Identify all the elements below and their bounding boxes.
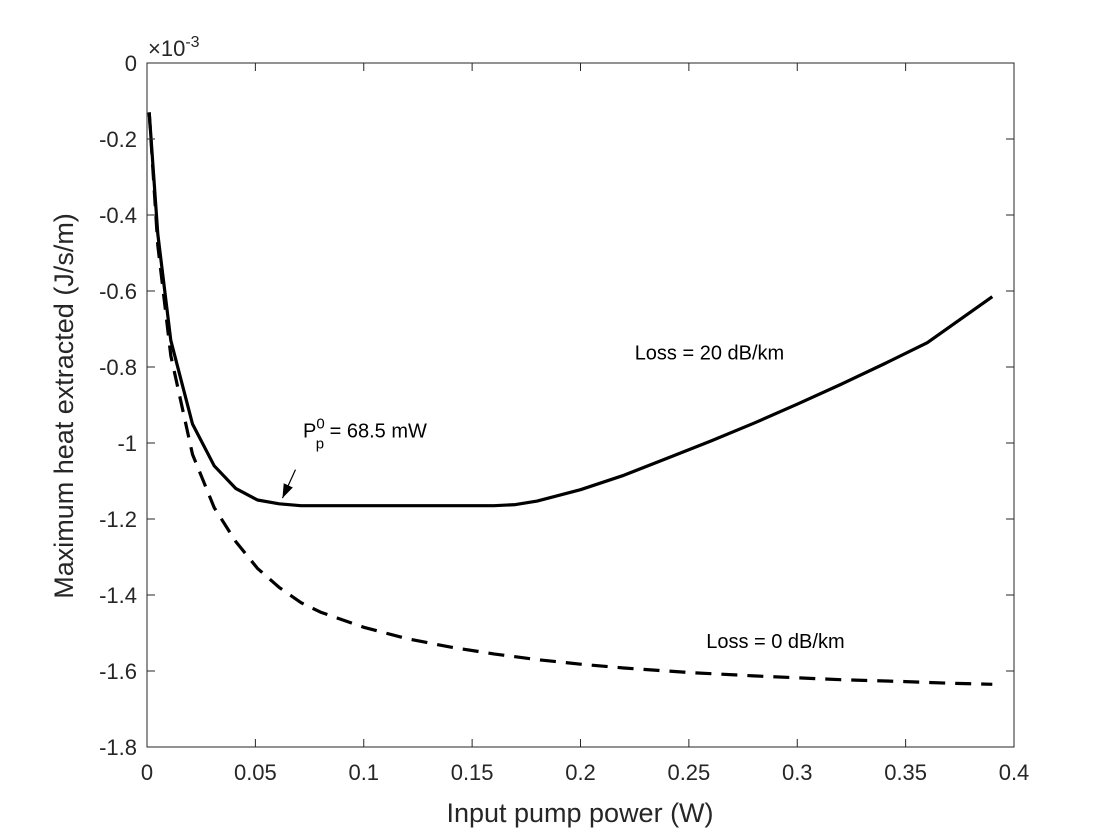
y-tick-label: -0.6	[99, 279, 137, 304]
series-layer	[147, 112, 994, 686]
annotation-layer: Loss = 20 dB/km Loss = 0 dB/km P0 p = 68.5 …	[281, 342, 845, 653]
annotation-pump-threshold: P0 p = 68.5 mW	[303, 415, 427, 452]
series-line-solid	[147, 112, 994, 508]
y-tick-label: -1.2	[99, 507, 137, 532]
ticks-layer: 0 0.05 0.1 0.15 0.2 0.25 0.3 0.35 0.4 0 -0.2 -0.4 -0…	[99, 51, 1029, 785]
x-tick-label: 0.15	[451, 760, 494, 785]
x-tick-label: 0.05	[234, 760, 277, 785]
x-tick-label: 0.4	[999, 760, 1030, 785]
y-axis-exponent: ×10-3	[148, 34, 200, 61]
y-tick-label: -0.8	[99, 355, 137, 380]
y-tick-label: -1.4	[99, 583, 137, 608]
x-tick-label: 0.3	[782, 760, 813, 785]
annotation-loss20: Loss = 20 dB/km	[635, 342, 785, 364]
y-tick-label: -0.4	[99, 203, 137, 228]
y-tick-label: -1.6	[99, 659, 137, 684]
x-tick-label: 0.25	[667, 760, 710, 785]
exponent-base: ×10	[148, 36, 185, 61]
x-tick-label: 0	[141, 760, 153, 785]
x-tick-label: 0.1	[348, 760, 379, 785]
exponent-power: -3	[185, 34, 199, 51]
y-tick-label: 0	[125, 51, 137, 76]
x-tick-label: 0.2	[565, 760, 596, 785]
x-axis-title: Input pump power (W)	[446, 798, 713, 828]
y-tick-label: -0.2	[99, 127, 137, 152]
y-axis-title: Maximum heat extracted (J/s/m)	[49, 213, 79, 599]
annotation-arrow-head	[282, 483, 293, 499]
annotation-loss0: Loss = 0 dB/km	[706, 631, 844, 653]
series-line-dashed	[147, 112, 993, 686]
y-tick-label: -1.8	[99, 735, 137, 760]
x-tick-label: 0.35	[884, 760, 927, 785]
y-tick-label: -1	[117, 431, 137, 456]
